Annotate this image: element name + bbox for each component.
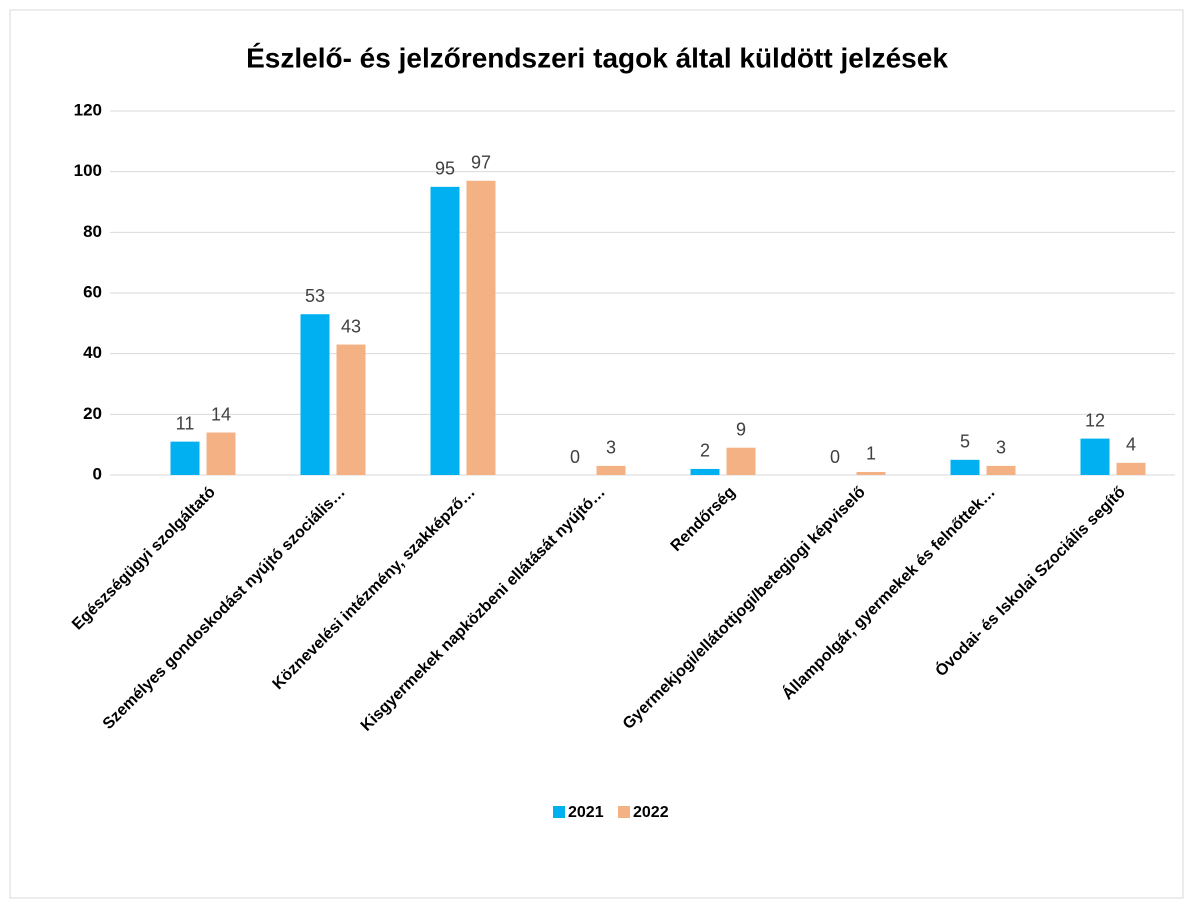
legend-swatch: [618, 806, 630, 818]
legend: 2021 2022: [553, 804, 669, 821]
legend-label: 2021: [568, 804, 604, 821]
bar: [466, 180, 496, 475]
data-label: 11: [176, 413, 195, 433]
bar: [596, 465, 626, 475]
data-label: 4: [1126, 435, 1136, 455]
data-label: 1: [866, 444, 876, 464]
data-label: 43: [341, 316, 361, 336]
y-tick-label: 0: [93, 464, 102, 483]
data-label: 0: [570, 447, 580, 467]
data-label: 95: [435, 159, 455, 179]
bar: [170, 441, 200, 475]
bar: [430, 186, 460, 476]
data-label: 0: [830, 447, 840, 467]
y-tick-label: 20: [83, 404, 102, 423]
data-label: 9: [736, 419, 746, 439]
bar: [856, 471, 886, 475]
bar: [206, 432, 236, 475]
data-label: 12: [1085, 410, 1105, 430]
bar: [1080, 438, 1110, 475]
chart-border: [9, 9, 1184, 899]
bar: [986, 465, 1016, 475]
bar: [1116, 462, 1146, 475]
bar: [726, 447, 756, 475]
data-label: 3: [996, 438, 1006, 458]
y-tick-label: 60: [83, 282, 102, 301]
chart-title: Észlelő- és jelzőrendszeri tagok által k…: [246, 42, 948, 73]
y-tick-label: 100: [74, 161, 102, 180]
data-label: 53: [305, 286, 325, 306]
y-tick-label: 80: [83, 222, 102, 241]
y-tick-label: 120: [74, 100, 102, 119]
bar: [336, 344, 366, 475]
data-label: 14: [211, 404, 231, 424]
bar: [690, 468, 720, 475]
bar: [950, 459, 980, 475]
bar: [300, 314, 330, 475]
data-label: 2: [700, 441, 710, 461]
data-label: 5: [960, 432, 970, 452]
legend-label: 2022: [633, 804, 669, 821]
legend-swatch: [553, 806, 565, 818]
y-tick-label: 40: [83, 343, 102, 362]
data-label: 3: [606, 438, 616, 458]
data-label: 97: [471, 153, 491, 173]
